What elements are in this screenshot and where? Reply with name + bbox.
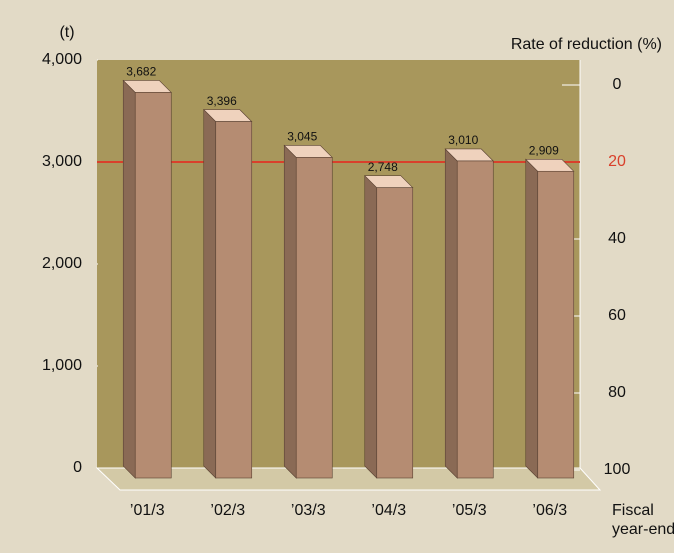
x-tick-label: ’06/3 bbox=[532, 502, 567, 519]
y-unit-label: (t) bbox=[59, 24, 74, 41]
x-tick-label: ’05/3 bbox=[452, 502, 487, 519]
floor bbox=[95, 467, 602, 491]
bar-side bbox=[364, 174, 378, 479]
bar bbox=[215, 121, 253, 479]
y-tick-label: 2,000 bbox=[42, 255, 82, 272]
x-tick-label: ’04/3 bbox=[371, 502, 406, 519]
y2-tick-label: 0 bbox=[613, 76, 622, 93]
y2-tick-label: 60 bbox=[608, 307, 626, 324]
bar-side bbox=[444, 148, 458, 479]
y2-tick-label: 20 bbox=[608, 153, 626, 170]
bar bbox=[456, 160, 494, 479]
y2-axis-label: Rate of reduction (%) bbox=[511, 36, 662, 53]
data-label: 2,909 bbox=[529, 143, 559, 157]
bar bbox=[376, 187, 414, 479]
y-tick-label: 4,000 bbox=[42, 51, 82, 68]
x-tick-label: ’01/3 bbox=[130, 502, 165, 519]
y-tick-label: 3,000 bbox=[42, 153, 82, 170]
data-label: 3,045 bbox=[287, 130, 317, 144]
y-tick-label: 1,000 bbox=[42, 357, 82, 374]
bar-side bbox=[122, 79, 136, 479]
x-axis-label: year-end bbox=[612, 521, 674, 538]
data-label: 3,396 bbox=[207, 94, 237, 108]
data-label: 3,682 bbox=[126, 65, 156, 79]
bar bbox=[134, 92, 172, 479]
y2-tick-label: 40 bbox=[608, 230, 626, 247]
x-tick-label: ’03/3 bbox=[291, 502, 326, 519]
data-label: 2,748 bbox=[368, 160, 398, 174]
bar bbox=[537, 170, 575, 479]
y2-tick-label: 100 bbox=[604, 461, 631, 478]
y2-tick-label: 80 bbox=[608, 384, 626, 401]
y-tick-label: 0 bbox=[73, 459, 82, 476]
x-axis-label: Fiscal bbox=[612, 502, 654, 519]
bar bbox=[295, 157, 333, 479]
bar-side bbox=[203, 108, 217, 479]
bar-side bbox=[525, 158, 539, 479]
x-tick-label: ’02/3 bbox=[210, 502, 245, 519]
data-label: 3,010 bbox=[448, 133, 478, 147]
bar-side bbox=[283, 144, 297, 479]
